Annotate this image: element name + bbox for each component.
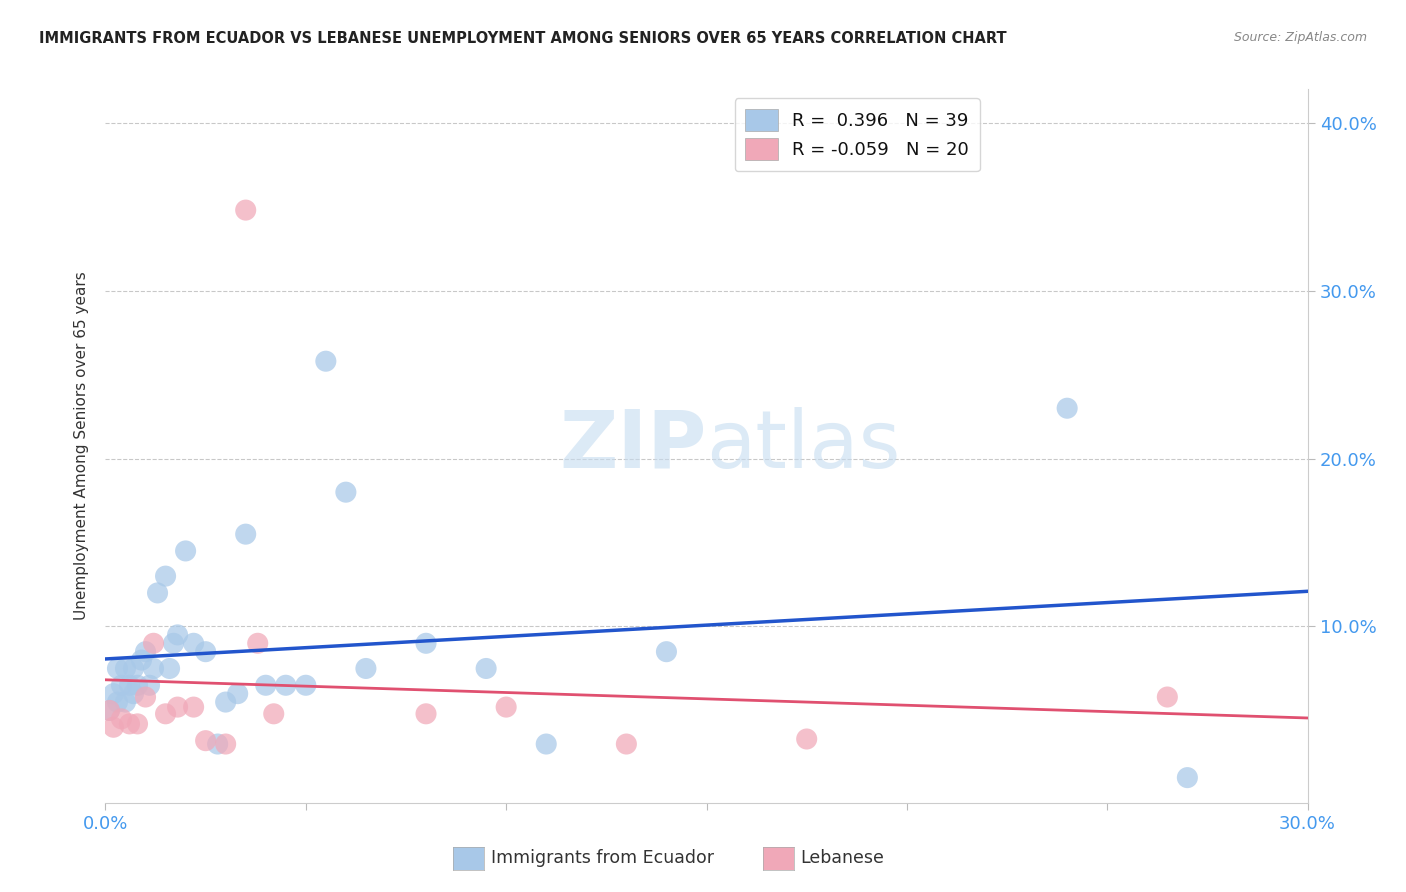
Point [103,687,125,701]
Point [107,661,129,675]
Point [655,645,678,659]
Point [103,720,125,734]
Point [1177,771,1199,785]
Point [98,703,121,717]
Point [246,636,269,650]
Point [207,737,229,751]
Point [214,695,236,709]
Point [122,687,145,701]
Text: Lebanese: Lebanese [801,849,884,867]
Point [194,733,217,747]
Point [110,712,132,726]
Point [183,636,205,650]
Point [174,544,197,558]
Point [114,661,136,675]
Text: Source: ZipAtlas.com: Source: ZipAtlas.com [1233,31,1367,45]
Point [263,706,285,721]
Point [127,678,149,692]
Point [142,661,165,675]
Point [118,717,141,731]
Point [475,661,498,675]
Point [295,678,318,692]
Text: IMMIGRANTS FROM ECUADOR VS LEBANESE UNEMPLOYMENT AMONG SENIORS OVER 65 YEARS COR: IMMIGRANTS FROM ECUADOR VS LEBANESE UNEM… [39,31,1007,46]
Point [142,636,165,650]
Point [135,645,157,659]
Point [235,527,257,541]
Point [616,737,638,751]
Point [1156,690,1178,704]
Point [159,661,181,675]
Point [122,661,145,675]
Point [110,678,132,692]
Point [118,678,141,692]
Point [495,700,517,714]
Point [415,636,437,650]
Point [155,706,177,721]
Y-axis label: Unemployment Among Seniors over 65 years: Unemployment Among Seniors over 65 years [73,272,89,620]
Text: atlas: atlas [707,407,901,485]
Point [146,586,169,600]
Point [226,687,249,701]
Point [98,703,121,717]
Point [194,645,217,659]
Point [183,700,205,714]
Point [254,678,277,692]
Point [127,717,149,731]
Point [274,678,297,692]
Point [354,661,377,675]
Point [166,700,188,714]
Point [235,203,257,218]
Point [162,636,184,650]
Point [214,737,236,751]
Point [415,706,437,721]
Point [335,485,357,500]
Point [534,737,557,751]
Point [135,690,157,704]
Point [155,569,177,583]
Point [114,695,136,709]
Point [138,678,160,692]
Point [166,628,188,642]
Point [796,731,818,746]
Point [131,653,153,667]
Point [315,354,337,368]
Legend: R =  0.396   N = 39, R = -0.059   N = 20: R = 0.396 N = 39, R = -0.059 N = 20 [734,98,980,171]
Point [1056,401,1078,416]
Point [107,695,129,709]
Text: ZIP: ZIP [560,407,707,485]
Text: Immigrants from Ecuador: Immigrants from Ecuador [492,849,714,867]
